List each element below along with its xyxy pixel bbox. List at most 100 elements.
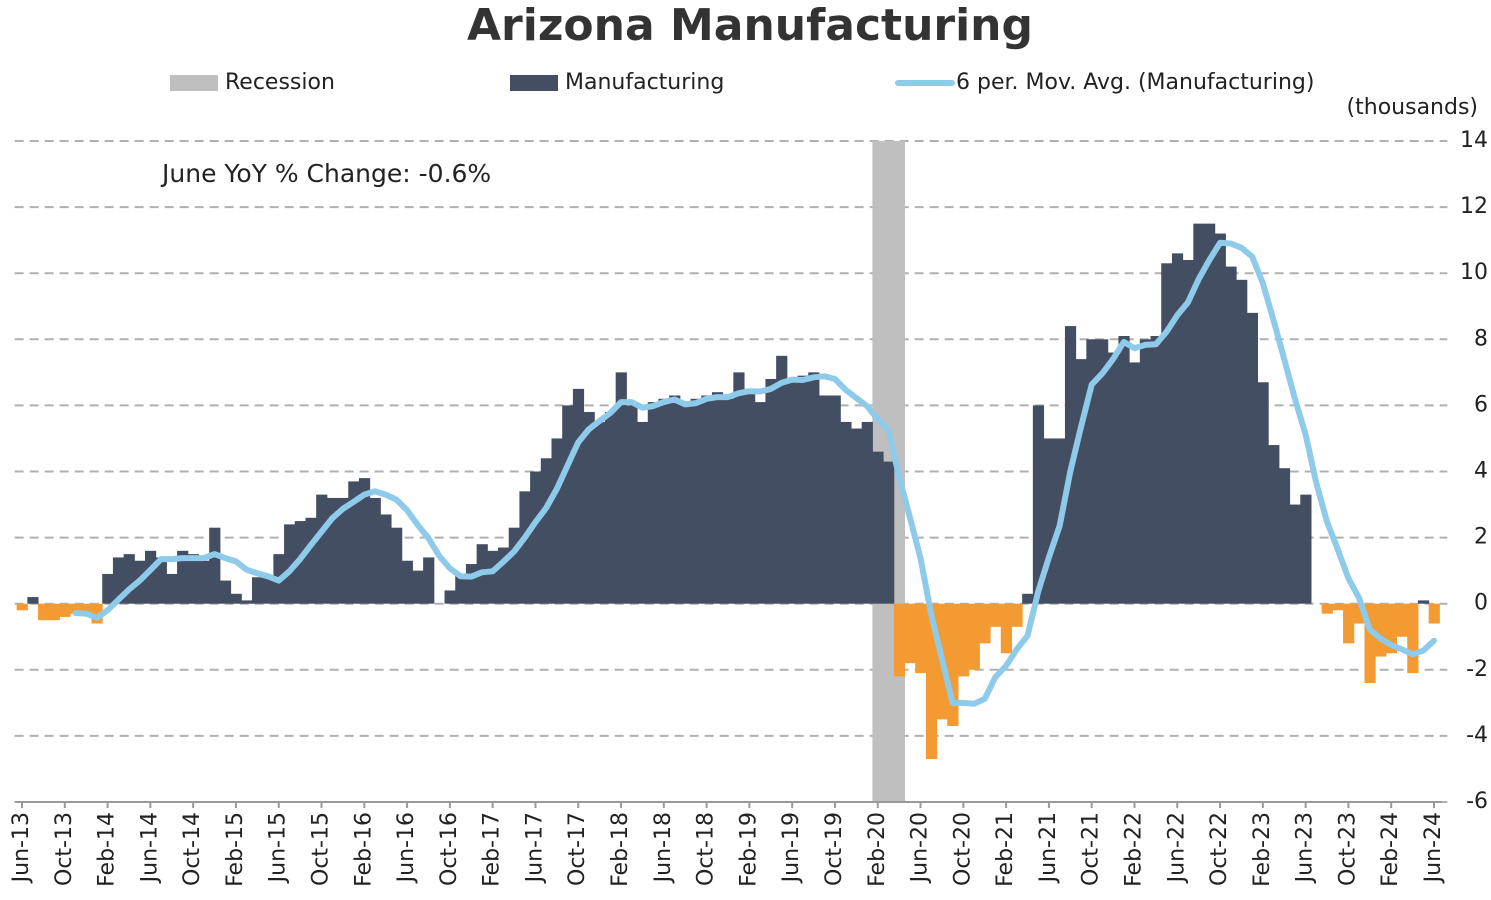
- bar: [615, 372, 627, 604]
- bar: [1375, 603, 1387, 657]
- x-tick-label: Oct-16: [437, 812, 462, 886]
- bar: [177, 550, 189, 604]
- x-tick-label: Oct-20: [950, 812, 975, 886]
- bar: [16, 603, 28, 611]
- x-tick-label: Jun-14: [137, 812, 162, 884]
- legend-swatch: [170, 75, 218, 91]
- bar: [1407, 603, 1419, 674]
- bar: [872, 451, 884, 604]
- bar: [1139, 339, 1152, 604]
- bar: [711, 392, 724, 604]
- bar: [776, 355, 788, 604]
- y-tick-label: -6: [1466, 789, 1488, 814]
- bar: [455, 573, 467, 604]
- bar: [1097, 339, 1109, 604]
- y-tick-label: 14: [1460, 128, 1488, 153]
- x-tick-label: Jun-23: [1293, 812, 1318, 884]
- bar: [637, 421, 649, 604]
- bar: [91, 603, 103, 624]
- legend-swatch: [510, 75, 558, 91]
- bar: [1225, 266, 1237, 604]
- y-tick-label: -2: [1466, 657, 1488, 682]
- bar: [112, 557, 125, 604]
- bar: [530, 471, 542, 604]
- y-tick-label: 12: [1460, 194, 1488, 219]
- bar: [1086, 339, 1098, 604]
- legend-label: Recession: [225, 70, 335, 95]
- bar: [861, 421, 873, 604]
- bar: [1204, 223, 1216, 604]
- bar: [925, 603, 938, 760]
- x-tick-label: Feb-19: [736, 812, 761, 887]
- bar: [48, 603, 60, 621]
- x-tick-label: Jun-19: [779, 812, 804, 884]
- x-tick-label: Oct-14: [180, 812, 205, 886]
- bar: [316, 494, 328, 604]
- bar: [658, 398, 670, 604]
- bar: [38, 603, 50, 621]
- bar: [1289, 504, 1301, 604]
- bar: [604, 412, 617, 604]
- bar: [465, 564, 478, 604]
- x-tick-label: Jun-16: [394, 812, 419, 884]
- bar: [1118, 335, 1130, 604]
- bar: [401, 560, 413, 604]
- bar: [27, 597, 39, 604]
- bar: [369, 497, 381, 604]
- chart-title: Arizona Manufacturing: [467, 0, 1033, 51]
- y-tick-label: -4: [1466, 723, 1488, 748]
- bar: [701, 395, 713, 604]
- bar: [1353, 603, 1365, 624]
- bar: [1107, 352, 1119, 604]
- bar: [1022, 593, 1034, 604]
- bar: [305, 517, 317, 604]
- bar: [669, 395, 681, 604]
- bar: [209, 527, 221, 604]
- bar: [1321, 603, 1333, 614]
- bar: [80, 603, 93, 614]
- bar: [1417, 600, 1430, 604]
- bar: [572, 388, 585, 604]
- bar: [123, 554, 135, 604]
- y-tick-label: 8: [1474, 326, 1488, 351]
- x-tick-label: Feb-22: [1121, 812, 1146, 887]
- bar: [1011, 603, 1023, 627]
- x-tick-label: Oct-17: [565, 812, 590, 886]
- bar: [59, 603, 71, 617]
- bar: [679, 402, 692, 604]
- bar: [1364, 603, 1376, 684]
- bar: [722, 398, 734, 604]
- bar: [979, 603, 991, 644]
- x-tick-label: Jun-17: [522, 812, 547, 884]
- bar: [198, 560, 210, 604]
- bar: [444, 590, 456, 604]
- bar: [647, 402, 659, 604]
- bar: [326, 497, 339, 604]
- bar: [1075, 359, 1087, 604]
- bar: [262, 577, 274, 604]
- bar: [498, 547, 510, 604]
- bar: [284, 524, 296, 604]
- y-tick-label: 0: [1474, 591, 1488, 616]
- bar: [840, 421, 852, 604]
- bar: [562, 405, 574, 604]
- bar: [733, 372, 745, 604]
- bar: [1385, 603, 1398, 654]
- x-tick-label: Feb-21: [993, 812, 1018, 887]
- bar: [904, 603, 916, 664]
- bar: [487, 550, 499, 604]
- bar: [786, 378, 799, 604]
- bar: [1171, 253, 1184, 604]
- x-tick-label: Jun-18: [651, 812, 676, 884]
- y-tick-label: 10: [1460, 260, 1488, 285]
- bar: [1043, 438, 1055, 604]
- bar: [583, 412, 595, 604]
- moving-average-line: [72, 239, 1437, 707]
- bar: [1332, 603, 1344, 611]
- bar: [915, 603, 927, 674]
- bar: [744, 388, 756, 604]
- x-tick-label: Feb-14: [95, 812, 120, 887]
- bar: [1182, 259, 1194, 604]
- y-tick-label: 4: [1474, 459, 1488, 484]
